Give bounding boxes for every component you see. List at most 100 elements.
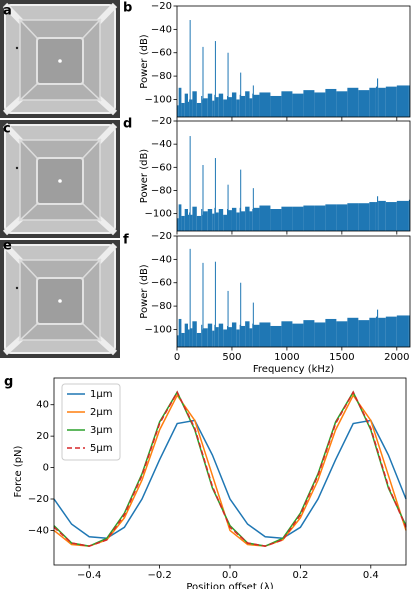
y-tick-label: −100 [145, 209, 172, 220]
spectrum-bin [281, 206, 293, 231]
spectrum-bin [227, 95, 229, 117]
spectrum-bin [192, 206, 197, 231]
spectrum-bin [358, 90, 370, 117]
y-tick-label: −100 [145, 324, 172, 335]
x-tick-label: 500 [222, 352, 241, 363]
spectrum-bin [377, 309, 379, 347]
spectrum-bin [214, 158, 216, 231]
legend-label: 1μm [90, 389, 112, 400]
x-axis-label: Position offset (λ) [186, 582, 273, 589]
spectrum-bin [207, 93, 213, 117]
spectrum-bin [214, 207, 216, 231]
spectrum-bin [259, 205, 271, 231]
spectrum-bin [187, 329, 190, 347]
spectrum-bin [347, 87, 359, 117]
spectrum-bin [207, 209, 213, 231]
y-tick-label: −60 [151, 48, 172, 59]
spectrum-bin [303, 90, 315, 117]
spectrum-bin [215, 212, 219, 231]
y-axis-label: Force (pN) [13, 445, 24, 497]
panel-label: g [4, 375, 13, 390]
spectrum-bin [214, 324, 216, 347]
spectrum-bin [189, 212, 191, 231]
spectrum-bin [184, 209, 188, 231]
spectrum-bin [184, 93, 188, 117]
spectrum-bin [375, 316, 378, 347]
spectrum-bin [177, 218, 179, 231]
spectrum-bin [408, 315, 410, 347]
spectrum-bin [245, 91, 250, 117]
legend-label: 3μm [90, 425, 112, 436]
spectrum-bin [252, 209, 254, 231]
force-curve [53, 419, 407, 540]
spectrum-bin [189, 248, 191, 347]
spectrum-bin [189, 329, 191, 347]
spectrum-bin [245, 206, 250, 231]
spectrum-bin [378, 200, 386, 231]
x-tick-label: −0.4 [77, 570, 101, 581]
spectrum-bin [377, 78, 379, 117]
spectrum-bin [228, 210, 232, 231]
spectrum-bin [184, 323, 188, 347]
panel-label: f [123, 233, 129, 248]
spectrum-bin [378, 87, 386, 117]
spectrum-bin [281, 321, 293, 347]
panel-label: b [123, 1, 132, 16]
spectrum-bin [223, 329, 228, 347]
spectrum-bin [202, 46, 204, 117]
spectrum-bin [178, 318, 182, 347]
spectrum-bin [252, 93, 254, 117]
x-tick-label: 0.2 [292, 570, 308, 581]
spectrum-bin [408, 85, 410, 117]
spectrum-bin [347, 203, 359, 231]
spectrum-bin [212, 100, 215, 117]
y-tick-label: −80 [151, 301, 172, 312]
spectrum-bin [203, 328, 208, 347]
x-axis-label: Frequency (kHz) [253, 364, 334, 375]
spectrum-bin [228, 327, 232, 347]
spectrum-bin [259, 92, 271, 117]
spectrum-bin [177, 335, 179, 347]
spectrum-bin [218, 209, 224, 231]
x-tick-label: −0.2 [147, 570, 171, 581]
spectrum-bin [240, 95, 246, 117]
spectrum-bin [239, 207, 241, 231]
spectrum-bin [202, 262, 204, 347]
spectrum-bin [396, 315, 409, 347]
spectrum-bin [358, 320, 370, 347]
panel-label: a [3, 4, 12, 19]
spectrum-bin [201, 209, 203, 231]
spectrum-bin [177, 105, 179, 117]
y-tick-label: 0 [43, 463, 49, 474]
axes-frame [176, 120, 411, 232]
spectrum-bin [178, 204, 182, 231]
spectrum-bin [252, 323, 254, 347]
spectrum-bin [303, 205, 315, 231]
y-tick-label: −20 [28, 494, 49, 505]
force-curve [53, 390, 407, 547]
spectrum-bin [228, 97, 232, 117]
spectrum-bin [336, 204, 348, 231]
spectrum-bin [181, 215, 185, 231]
spectrum-bin [189, 20, 191, 117]
spectrum-bin [192, 91, 197, 117]
spectrum-bin [236, 329, 240, 347]
spectrum-bin [270, 209, 282, 231]
legend-label: 5μm [90, 443, 112, 454]
spectrum-bin [227, 325, 229, 347]
spectrum-bin [369, 202, 376, 231]
micrograph [0, 0, 120, 118]
spectrum-bin [227, 52, 229, 117]
spectrum-bin [292, 323, 304, 347]
spectrum-bin [215, 327, 219, 347]
panel-label: d [123, 117, 132, 132]
spectrum-bin [336, 91, 348, 117]
y-tick-label: −60 [151, 162, 172, 173]
spectrum-bin [245, 321, 250, 347]
spectrum-bin [227, 209, 229, 231]
micrograph [0, 120, 120, 238]
x-tick-label: 0 [174, 352, 180, 363]
spectrum-bin [190, 99, 193, 117]
spectrum-bin [201, 95, 203, 117]
